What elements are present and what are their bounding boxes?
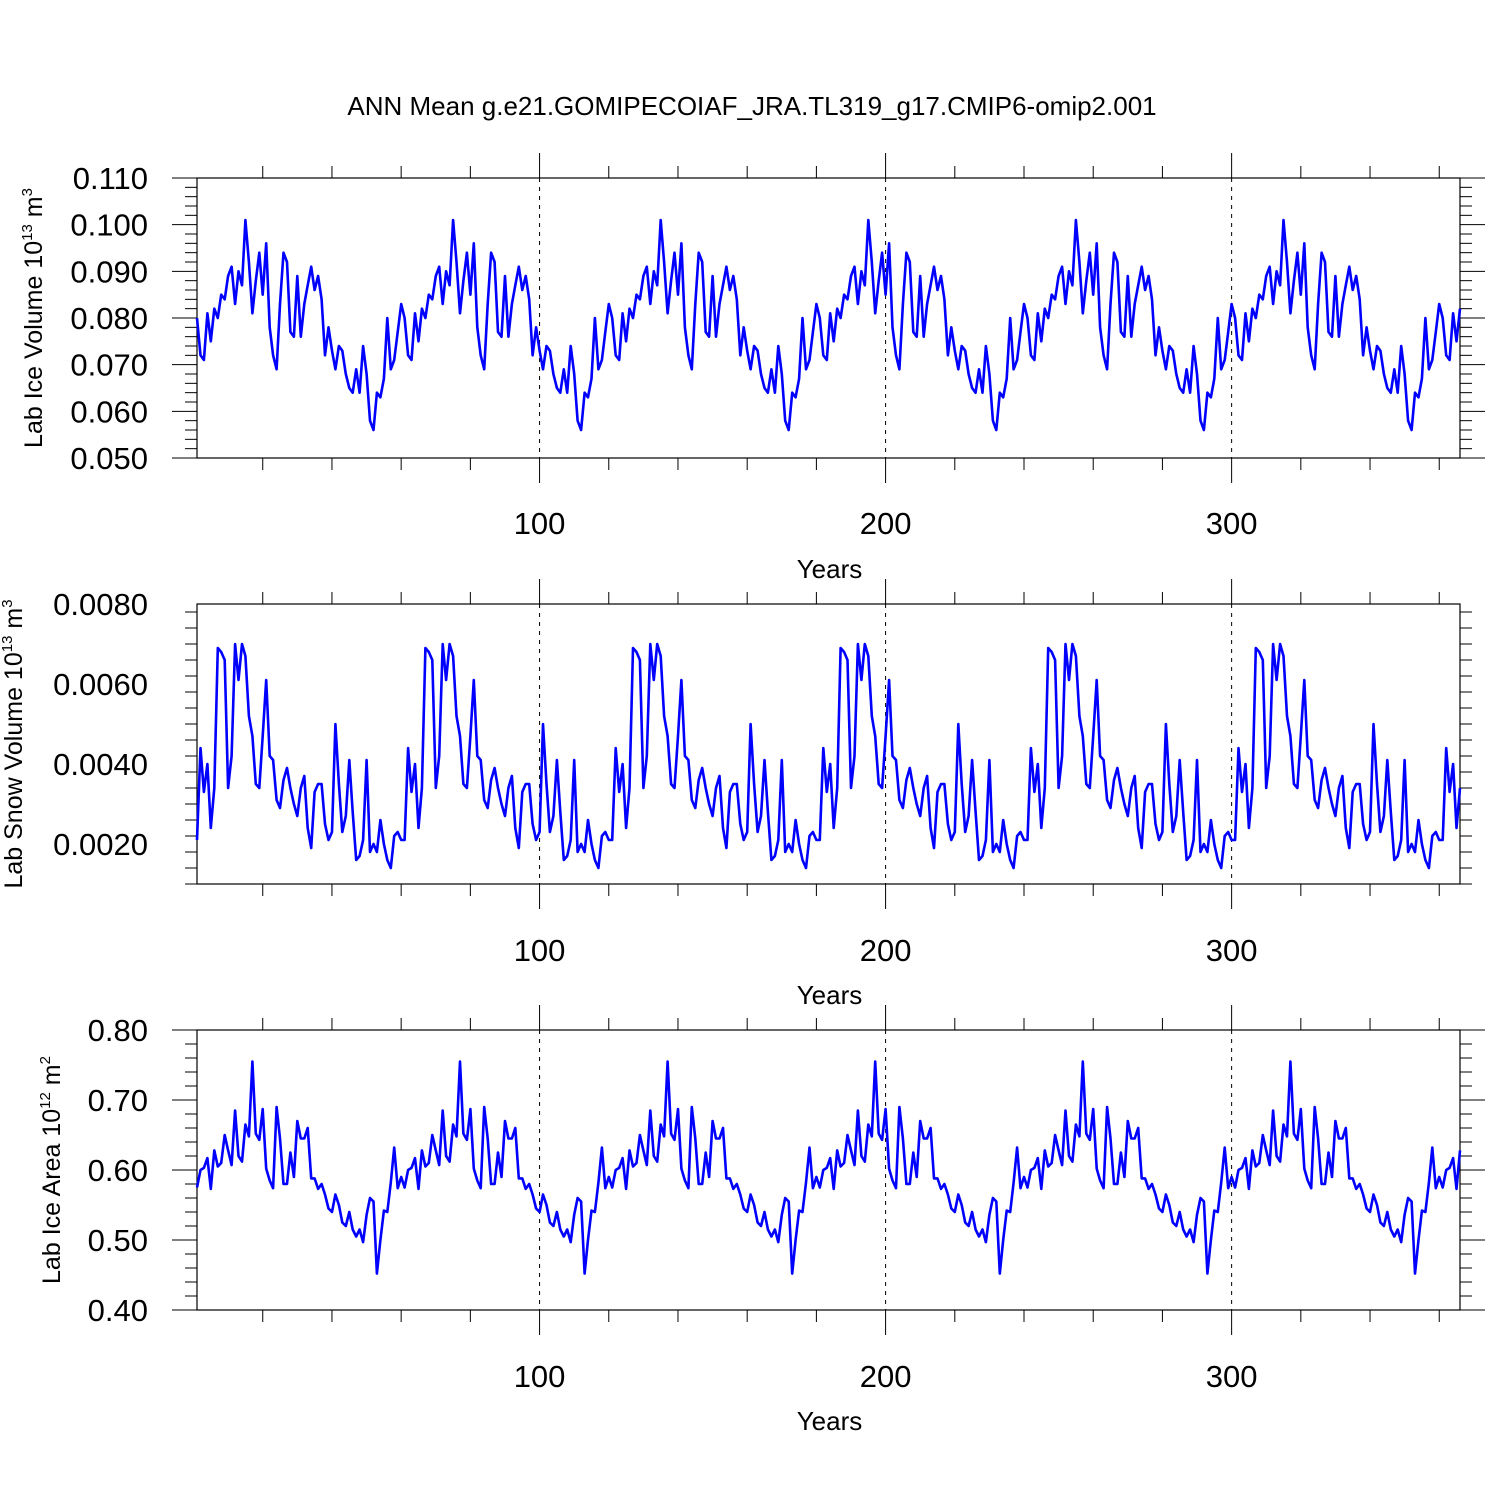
x-tick-label: 100 [514, 1359, 566, 1394]
x-axis-title: Years [797, 1406, 863, 1436]
y-tick-label: 0.0040 [53, 747, 148, 782]
snow-volume-panel: 0.0020 0.0040 0.0060 0.0080 100 200 300 Years La… [0, 579, 1472, 1010]
y-tick-label: 0.050 [70, 441, 148, 476]
panels: 0.050 0.060 0.070 0.080 0.090 0.100 0.110 100 20… [0, 153, 1485, 1436]
y-axis-title: Lab Snow Volume 1013 m3 [0, 599, 28, 888]
y-tick-label: 0.0060 [53, 667, 148, 702]
ice-volume-series-line [195, 218, 1462, 432]
y-tick-label: 0.110 [73, 161, 148, 196]
ice-volume-panel: 0.050 0.060 0.070 0.080 0.090 0.100 0.110 100 20… [19, 153, 1485, 584]
x-tick-label: 300 [1206, 933, 1258, 968]
figure-title: ANN Mean g.e21.GOMIPECOIAF_JRA.TL319_g17… [347, 91, 1156, 121]
y-tick-label: 0.060 [70, 394, 148, 429]
x-tick-label: 200 [860, 506, 912, 541]
y-tick-label: 0.60 [88, 1153, 148, 1188]
x-tick-label: 300 [1206, 1359, 1258, 1394]
x-tick-label: 100 [514, 506, 566, 541]
x-axis-title: Years [797, 554, 863, 584]
y-tick-label: 0.080 [70, 301, 148, 336]
y-tick-label: 0.100 [70, 208, 148, 243]
y-tick-label: 0.090 [70, 254, 148, 289]
snow-volume-series-line [195, 642, 1462, 870]
x-tick-label: 300 [1206, 506, 1258, 541]
y-tick-label: 0.70 [88, 1083, 148, 1118]
plot-frame [196, 603, 1461, 885]
y-axis-title: Lab Ice Area 1012 m2 [37, 1056, 66, 1284]
y-tick-label: 0.0020 [53, 827, 148, 862]
y-tick-label: 0.070 [70, 348, 148, 383]
x-tick-label: 100 [514, 933, 566, 968]
y-tick-label: 0.40 [88, 1293, 148, 1328]
y-tick-label: 0.80 [88, 1013, 148, 1048]
y-axis-title: Lab Ice Volume 1013 m3 [19, 188, 48, 448]
x-tick-label: 200 [860, 1359, 912, 1394]
plot-frame [196, 1029, 1461, 1311]
ice-area-series-line [195, 1060, 1462, 1275]
x-axis-title: Years [797, 980, 863, 1010]
y-tick-label: 0.50 [88, 1223, 148, 1258]
y-tick-label: 0.0080 [53, 587, 148, 622]
x-tick-label: 200 [860, 933, 912, 968]
ice-area-panel: 0.40 0.50 0.60 0.70 0.80 100 200 300 Years Lab Ic… [37, 1005, 1485, 1436]
